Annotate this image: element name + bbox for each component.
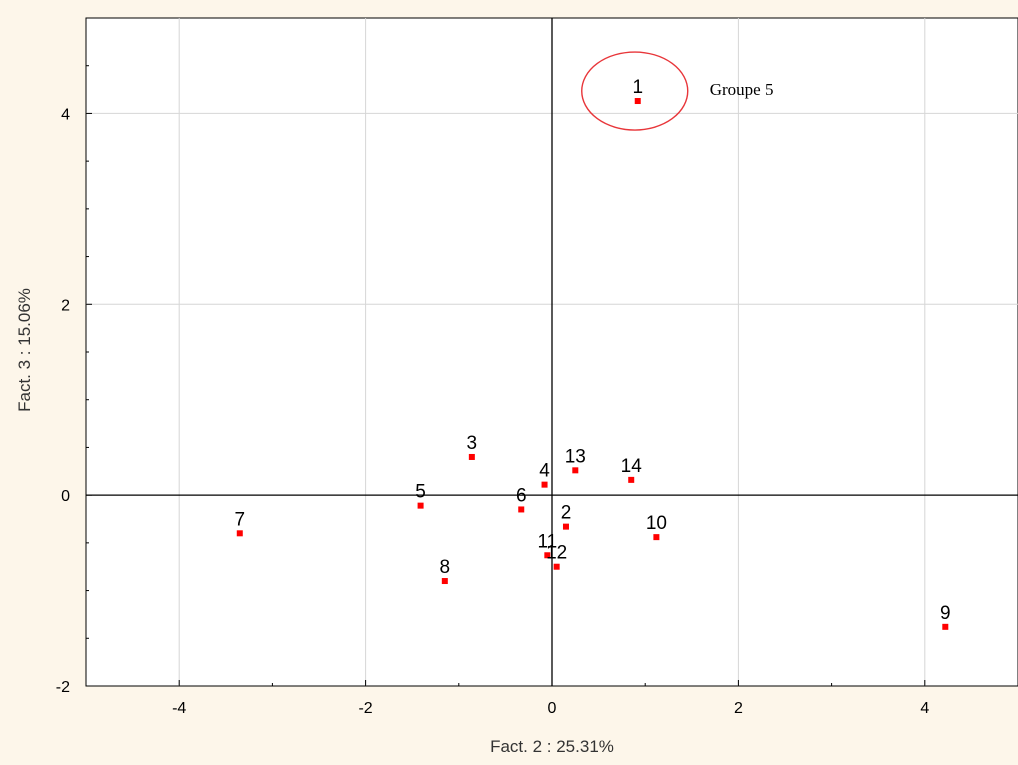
point-label: 8 bbox=[440, 557, 451, 578]
data-point bbox=[541, 481, 548, 488]
data-point bbox=[942, 623, 949, 630]
x-tick-label: -4 bbox=[172, 700, 186, 717]
y-axis-title: Fact. 3 : 15.06% bbox=[15, 288, 34, 412]
point-label: 5 bbox=[415, 482, 426, 503]
point-label: 11 bbox=[537, 531, 557, 552]
data-point bbox=[468, 453, 475, 460]
y-tick-label: 4 bbox=[61, 106, 70, 123]
group-5-circle bbox=[581, 51, 689, 131]
point-label: 2 bbox=[561, 503, 572, 524]
point-label: 12 bbox=[546, 543, 567, 564]
x-tick-label: 4 bbox=[920, 700, 929, 717]
data-point bbox=[544, 552, 551, 559]
y-tick-label: 0 bbox=[61, 488, 70, 505]
y-tick-label: -2 bbox=[56, 679, 70, 696]
x-tick-label: 0 bbox=[548, 700, 557, 717]
data-point bbox=[417, 502, 424, 509]
x-tick-label: 2 bbox=[734, 700, 743, 717]
point-label: 6 bbox=[516, 485, 527, 506]
data-point bbox=[572, 467, 579, 474]
annotations: Groupe 5 bbox=[581, 51, 774, 131]
data-point bbox=[518, 506, 525, 513]
point-label: 14 bbox=[621, 456, 643, 477]
point-label: 10 bbox=[646, 513, 667, 534]
data-point bbox=[628, 476, 635, 483]
data-point bbox=[562, 523, 569, 530]
y-tick-label: 2 bbox=[61, 297, 70, 314]
point-label: 9 bbox=[940, 603, 951, 624]
group-5-label: Groupe 5 bbox=[710, 80, 774, 99]
point-label: 13 bbox=[565, 446, 586, 467]
data-point bbox=[236, 530, 243, 537]
point-label: 3 bbox=[467, 433, 478, 454]
data-point bbox=[553, 563, 560, 570]
point-label: 4 bbox=[539, 461, 550, 482]
data-point bbox=[441, 578, 448, 585]
data-point bbox=[653, 534, 660, 541]
x-axis-title: Fact. 2 : 25.31% bbox=[490, 737, 614, 756]
point-label: 1 bbox=[632, 77, 643, 98]
point-label: 7 bbox=[234, 509, 245, 530]
data-point bbox=[634, 98, 641, 105]
axes bbox=[86, 18, 1018, 686]
x-tick-label: -2 bbox=[358, 700, 372, 717]
